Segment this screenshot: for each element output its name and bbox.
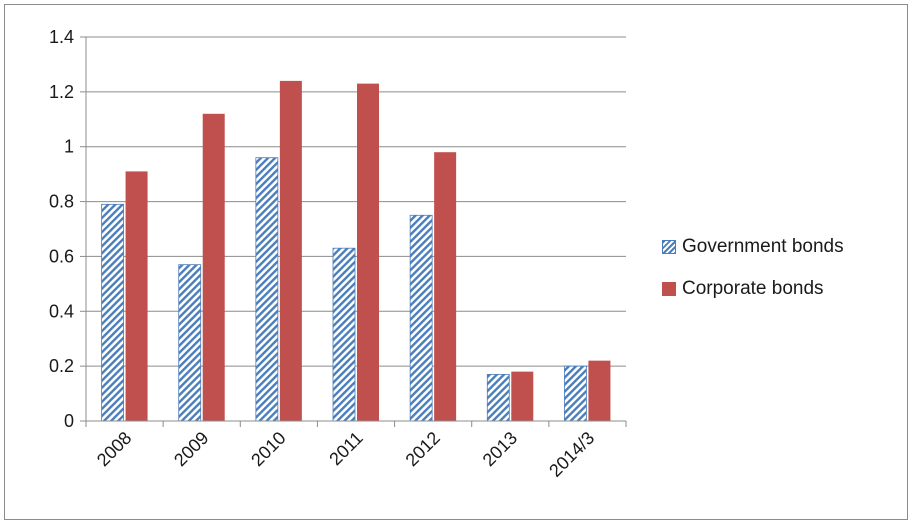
- bar-government-bonds: [255, 157, 279, 422]
- y-tick-label: 0.2: [49, 356, 74, 376]
- bar-government-bonds: [178, 264, 202, 422]
- bar-corporate-bonds: [202, 113, 225, 422]
- legend-item-corporate-bonds: Corporate bonds: [662, 274, 844, 304]
- bar-corporate-bonds: [279, 80, 302, 421]
- bars-group: [101, 80, 611, 422]
- bar-corporate-bonds: [588, 360, 611, 421]
- x-tick-label: 2011: [325, 428, 367, 470]
- y-tick-label: 0: [64, 411, 74, 431]
- y-tick-labels: 0 0.2 0.4 0.6 0.8 1 1.2 1.4: [49, 27, 74, 431]
- x-tick-label: 2013: [479, 428, 521, 470]
- legend-label-corporate-bonds: Corporate bonds: [682, 278, 824, 299]
- bar-corporate-bonds: [125, 171, 148, 421]
- bar-government-bonds: [332, 247, 356, 422]
- legend-label-government-bonds: Government bonds: [682, 236, 844, 257]
- y-tick-label: 0.6: [49, 246, 74, 266]
- x-tick-label: 2009: [170, 428, 212, 470]
- y-tick-label: 1: [64, 137, 74, 157]
- bar-corporate-bonds: [511, 371, 534, 421]
- legend: Government bonds Corporate bonds: [662, 232, 844, 316]
- y-tick-label: 0.8: [49, 192, 74, 212]
- axes-group: [80, 36, 627, 427]
- x-tick-label: 2014/3: [545, 428, 598, 481]
- bar-government-bonds: [409, 214, 433, 422]
- x-tick-label: 2012: [402, 428, 444, 470]
- legend-swatch-corporate-bonds: [662, 282, 676, 296]
- legend-swatch-government-bonds: [662, 240, 676, 254]
- legend-item-government-bonds: Government bonds: [662, 232, 844, 262]
- bar-corporate-bonds: [357, 83, 379, 421]
- bar-government-bonds: [564, 365, 587, 422]
- gridlines: [86, 36, 626, 367]
- y-tick-label: 1.2: [49, 82, 74, 102]
- x-tick-label: 2008: [93, 428, 135, 470]
- bar-government-bonds: [486, 373, 510, 422]
- y-tick-label: 1.4: [49, 27, 74, 47]
- x-tick-label: 2010: [247, 428, 289, 470]
- x-tick-labels: 2008 2009 2010 2011 2012 2013 2014/3: [93, 428, 598, 481]
- y-tick-label: 0.4: [49, 301, 74, 321]
- bar-corporate-bonds: [434, 152, 457, 421]
- bar-government-bonds: [101, 203, 124, 422]
